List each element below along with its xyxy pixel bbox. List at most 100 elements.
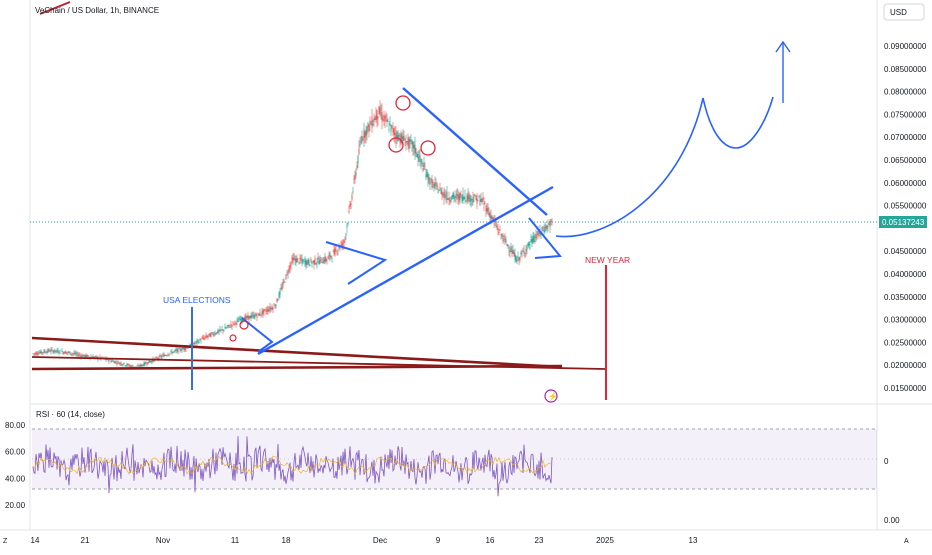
candle-body bbox=[67, 351, 69, 353]
candle-body bbox=[330, 256, 332, 257]
candle-body bbox=[355, 172, 357, 176]
candle-body bbox=[437, 191, 439, 194]
candle-body bbox=[123, 362, 125, 365]
z-button[interactable]: Z bbox=[3, 538, 8, 545]
candle-body bbox=[271, 307, 273, 310]
candle-body bbox=[244, 316, 246, 321]
candle-body bbox=[150, 361, 152, 362]
candle-body bbox=[74, 352, 76, 355]
candle-body bbox=[337, 250, 339, 251]
candle-body bbox=[363, 129, 365, 139]
candle-body bbox=[180, 350, 182, 352]
candle-body bbox=[249, 315, 251, 319]
price-tick: 0.01500000 bbox=[884, 384, 927, 393]
candle-body bbox=[78, 354, 80, 356]
candle-body bbox=[423, 163, 425, 167]
candle-body bbox=[247, 315, 249, 319]
candle-body bbox=[421, 161, 423, 164]
candle-body bbox=[291, 257, 293, 260]
candle-body bbox=[39, 352, 41, 354]
candle-body bbox=[378, 106, 380, 115]
time-tick: 23 bbox=[535, 536, 544, 545]
time-tick: 13 bbox=[689, 536, 698, 545]
candle-body bbox=[477, 200, 479, 202]
candle-body bbox=[208, 333, 210, 335]
rsi-band bbox=[32, 429, 877, 489]
candle-body bbox=[504, 238, 506, 241]
candle-body bbox=[85, 354, 87, 357]
candle-body bbox=[231, 324, 233, 327]
price-series bbox=[32, 100, 553, 370]
candle-body bbox=[169, 352, 171, 354]
candle-body bbox=[492, 217, 494, 220]
candle-body bbox=[142, 365, 144, 367]
candle-body bbox=[503, 235, 505, 237]
candle-body bbox=[436, 183, 438, 187]
candle-body bbox=[313, 260, 315, 265]
candle-body bbox=[416, 154, 418, 158]
candle-body bbox=[254, 315, 256, 318]
price-axis[interactable]: 0.09000000 0.08500000 0.08000000 0.07500000… bbox=[884, 42, 927, 393]
candle-body bbox=[390, 124, 392, 132]
candle-body bbox=[346, 226, 348, 228]
candle-body bbox=[371, 116, 373, 128]
candle-body bbox=[300, 259, 302, 261]
candle-body bbox=[468, 193, 470, 200]
rsi-title[interactable]: RSI · 60 (14, close) bbox=[36, 410, 105, 419]
candle-body bbox=[384, 115, 386, 122]
candle-body bbox=[349, 203, 351, 207]
candle-body bbox=[197, 339, 199, 341]
candle-body bbox=[200, 340, 202, 342]
a-button[interactable]: A bbox=[904, 538, 909, 545]
candle-body bbox=[367, 123, 369, 127]
drawings: ⚡ bbox=[31, 40, 791, 403]
candle-body bbox=[377, 116, 379, 119]
price-tick: 0.02500000 bbox=[884, 338, 927, 347]
candle-body bbox=[250, 315, 252, 319]
candle-body bbox=[76, 352, 78, 355]
candle-body bbox=[46, 351, 48, 353]
candle-body bbox=[513, 251, 515, 257]
candle-body bbox=[272, 307, 274, 310]
time-tick: 14 bbox=[31, 536, 40, 545]
candle-body bbox=[322, 262, 324, 264]
candle-body bbox=[373, 117, 375, 123]
candle-body bbox=[140, 364, 142, 367]
candle-body bbox=[285, 274, 287, 280]
current-price-badge bbox=[879, 216, 927, 228]
currency-button[interactable] bbox=[883, 3, 925, 21]
candle-body bbox=[57, 350, 59, 353]
candle-body bbox=[329, 253, 331, 258]
candle-body bbox=[73, 353, 75, 354]
candle-body bbox=[50, 349, 52, 352]
candle-body bbox=[161, 356, 163, 358]
candle-body bbox=[36, 352, 38, 355]
candle-body bbox=[443, 192, 445, 198]
symbol-title[interactable]: VeChain / US Dollar, 1h, BINANCE bbox=[35, 6, 159, 15]
candle-body bbox=[331, 257, 333, 259]
rsi-tick: 20.00 bbox=[5, 501, 26, 510]
candle-body bbox=[160, 356, 162, 358]
candle-body bbox=[264, 309, 266, 311]
candle-body bbox=[473, 200, 475, 202]
candle-body bbox=[506, 243, 508, 246]
candle-body bbox=[433, 183, 435, 189]
candle-body bbox=[248, 315, 250, 320]
price-tick: 0.06500000 bbox=[884, 156, 927, 165]
candle-body bbox=[275, 304, 277, 307]
candle-body bbox=[230, 324, 232, 326]
price-tick: 0.06000000 bbox=[884, 179, 927, 188]
time-axis[interactable]: 14 21 Nov 11 18 Dec 9 16 23 2025 13 bbox=[31, 536, 698, 545]
candle-body bbox=[112, 360, 114, 362]
candle-body bbox=[440, 189, 442, 195]
candle-body bbox=[360, 141, 362, 143]
candle-body bbox=[475, 198, 477, 201]
candle-body bbox=[309, 264, 311, 266]
candle-body bbox=[334, 248, 336, 256]
candle-body bbox=[417, 154, 419, 159]
lightning-icon[interactable] bbox=[544, 389, 558, 403]
candle-body bbox=[520, 252, 522, 255]
candle-body bbox=[441, 191, 443, 196]
candle-body bbox=[523, 250, 525, 254]
